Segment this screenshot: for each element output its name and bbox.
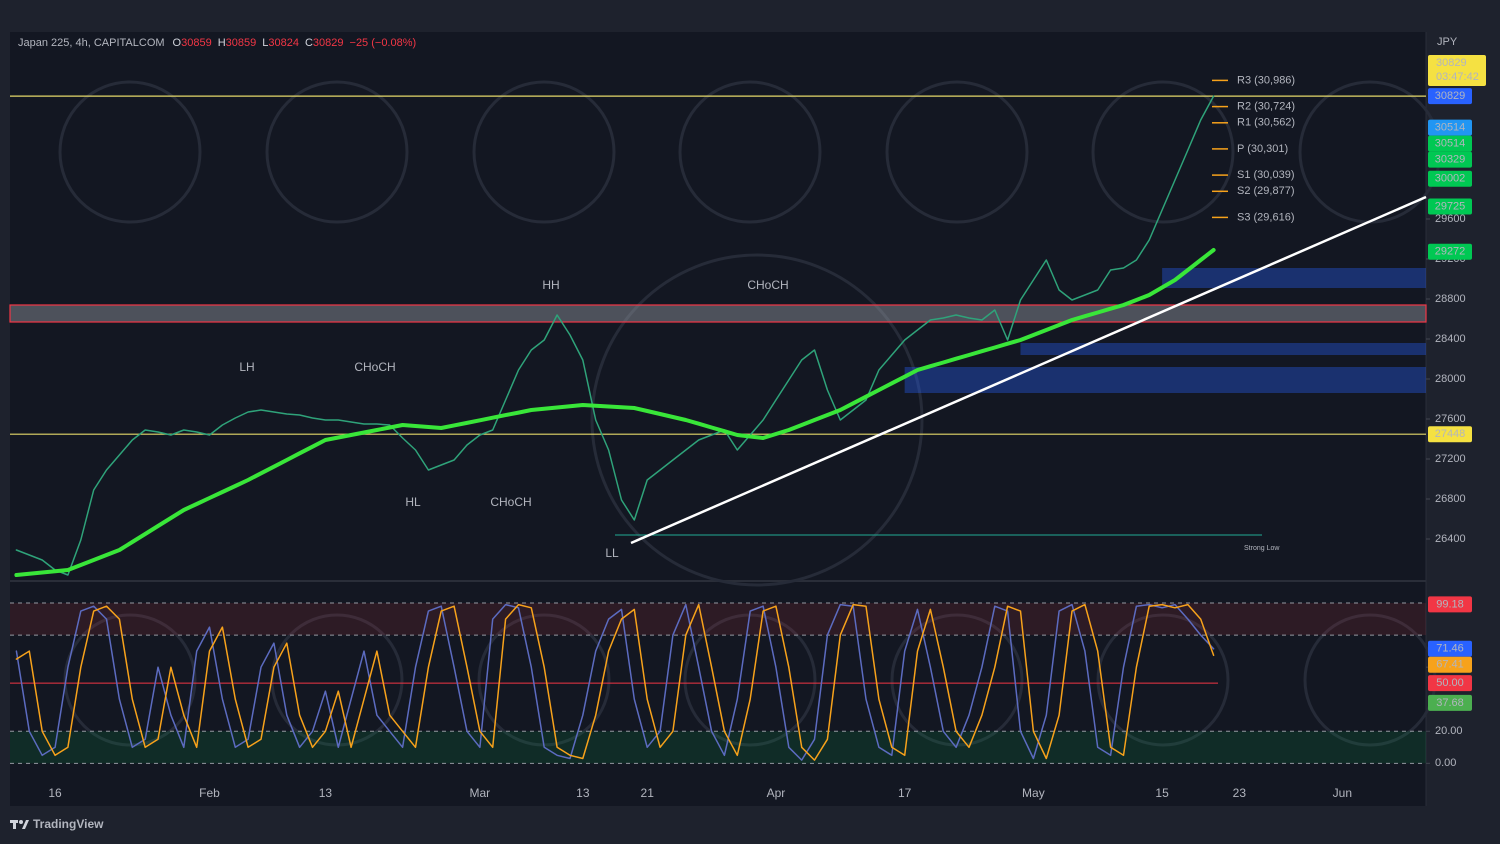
price-tag xyxy=(1428,675,1472,692)
header: Japan 225, 4h, CAPITALCOM O30859 H30859 L30… xyxy=(18,37,416,49)
price-tag-label: 27448 xyxy=(1435,428,1466,440)
y-tick-label: 26800 xyxy=(1435,493,1466,505)
x-tick-label: Mar xyxy=(470,786,491,800)
ohlc-value: 30829 xyxy=(313,37,344,49)
price-tag xyxy=(1428,151,1472,168)
ohlc-letter: C xyxy=(305,37,313,49)
y-tick-label: 29600 xyxy=(1435,213,1466,225)
pivot-label: S1 (30,039) xyxy=(1237,169,1294,181)
annotation: HL xyxy=(405,495,421,509)
price-tag xyxy=(1428,426,1472,443)
stoch-band xyxy=(10,603,1426,636)
annotation: HH xyxy=(542,278,559,292)
last-price-label: 30829 xyxy=(1436,57,1467,69)
price-tag-label: 30002 xyxy=(1435,173,1466,185)
y-tick-label: 20.00 xyxy=(1435,725,1463,737)
x-tick-label: Feb xyxy=(199,786,220,800)
y-tick-label: 28800 xyxy=(1435,293,1466,305)
y-tick-label: 26400 xyxy=(1435,533,1466,545)
price-tag-label: 30829 xyxy=(1435,90,1466,102)
price-tag xyxy=(1428,135,1472,152)
countdown: 03:47:42 xyxy=(1436,71,1479,83)
price-tag-label: 30514 xyxy=(1435,138,1466,150)
price-tag xyxy=(1428,640,1472,657)
zone xyxy=(1020,343,1426,355)
price-tag-label: 29725 xyxy=(1435,200,1466,212)
ohlc-value: 30859 xyxy=(226,37,257,49)
price-tag xyxy=(1428,198,1472,215)
y-tick-label: 28000 xyxy=(1435,373,1466,385)
zone xyxy=(9,304,1427,323)
y-tick-label: 27600 xyxy=(1435,413,1466,425)
ohlc-value: 30859 xyxy=(181,37,212,49)
annotation: CHoCH xyxy=(354,360,395,374)
price-tag xyxy=(1428,694,1472,711)
price-tag-label: 67.41 xyxy=(1436,659,1464,671)
last-price-tag xyxy=(1428,55,1486,86)
x-tick-label: 17 xyxy=(898,786,912,800)
price-tag xyxy=(1428,656,1472,673)
y-tick-label: 0.00 xyxy=(1435,757,1456,769)
ohlc-letter: O xyxy=(173,37,182,49)
brand: TradingView xyxy=(33,817,104,831)
ohlc-letter: H xyxy=(218,37,226,49)
price-tag-label: 50.00 xyxy=(1436,677,1464,689)
series-line xyxy=(15,95,1215,576)
series-line xyxy=(15,603,1215,761)
x-tick-label: 16 xyxy=(48,786,62,800)
zone xyxy=(904,367,1426,393)
pivot-label: S3 (29,616) xyxy=(1237,211,1294,223)
price-tag-label: 99.18 xyxy=(1436,598,1464,610)
annotation: LL xyxy=(605,546,619,560)
stoch-band xyxy=(10,731,1426,764)
price-tag xyxy=(1428,596,1472,613)
x-tick-label: 13 xyxy=(576,786,590,800)
annotation: CHoCH xyxy=(490,495,531,509)
x-tick-label: May xyxy=(1022,786,1045,800)
pivot-label: R3 (30,986) xyxy=(1237,74,1295,86)
x-tick-label: 23 xyxy=(1233,786,1247,800)
ohlc-letter: L xyxy=(262,37,268,49)
strong-low-label: Strong Low xyxy=(1244,545,1280,552)
tv-logo xyxy=(10,820,29,829)
annotation: CHoCH xyxy=(747,278,788,292)
price-tag-label: 30514 xyxy=(1435,122,1466,134)
change: −25 (−0.08%) xyxy=(350,37,417,49)
plot-area xyxy=(10,32,1426,806)
x-tick-label: Jun xyxy=(1333,786,1352,800)
y-tick-label: 28400 xyxy=(1435,333,1466,345)
ohlc-value: 30824 xyxy=(268,37,299,49)
x-tick-label: 13 xyxy=(319,786,333,800)
pivot-label: R2 (30,724) xyxy=(1237,101,1295,113)
price-tag xyxy=(1428,88,1472,105)
price-tag-label: 37.68 xyxy=(1436,697,1464,709)
symbol-title: Japan 225, 4h, CAPITALCOM xyxy=(18,37,165,49)
currency: JPY xyxy=(1437,36,1458,48)
series-line xyxy=(14,248,1216,577)
price-tag-label: 30329 xyxy=(1435,154,1466,166)
x-tick-label: 15 xyxy=(1155,786,1169,800)
price-tag xyxy=(1428,119,1472,136)
price-tag xyxy=(1428,243,1472,260)
trendline xyxy=(630,195,1427,545)
pivot-label: R1 (30,562) xyxy=(1237,117,1295,129)
annotation: LH xyxy=(239,360,254,374)
x-tick-label: Apr xyxy=(767,786,786,800)
pivot-label: S2 (29,877) xyxy=(1237,185,1294,197)
y-tick-label: 27200 xyxy=(1435,453,1466,465)
price-tag-label: 71.46 xyxy=(1436,643,1464,655)
zone xyxy=(1162,268,1426,288)
series-line xyxy=(15,603,1215,761)
pivot-label: P (30,301) xyxy=(1237,143,1288,155)
price-tag xyxy=(1428,170,1472,187)
x-tick-label: 21 xyxy=(641,786,655,800)
price-tag-label: 29272 xyxy=(1435,246,1466,258)
